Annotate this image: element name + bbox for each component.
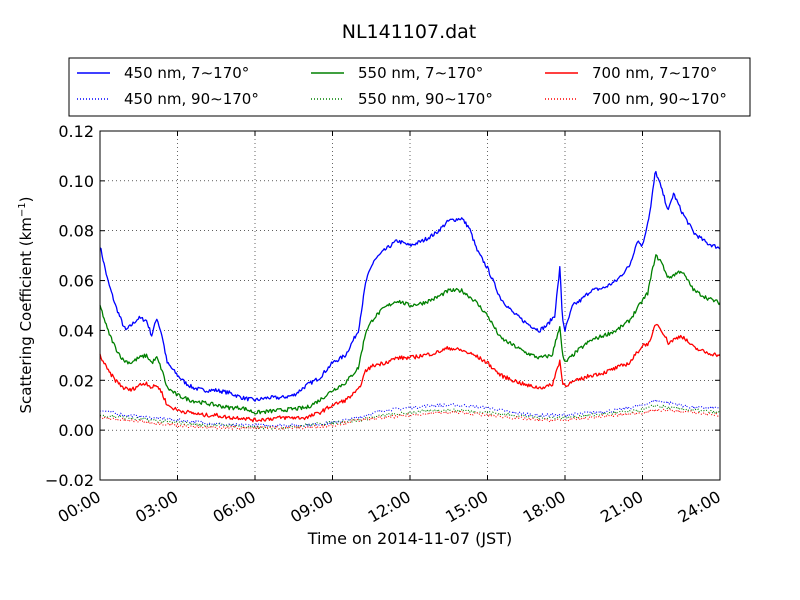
y-tick-label: 0.04	[58, 321, 94, 340]
chart-title: NL141107.dat	[342, 21, 477, 43]
x-axis-label: Time on 2014-11-07 (JST)	[307, 529, 512, 548]
legend-label-5: 700 nm, 90∼170°	[592, 90, 727, 108]
legend-label-1: 450 nm, 90∼170°	[124, 90, 259, 108]
y-axis-label-main: Scattering Coefficient (km	[17, 217, 35, 413]
y-tick-label: 0.02	[58, 371, 94, 390]
series-line-3: 550 nm, 90∼170°	[99, 404, 721, 430]
y-axis-label-close: )	[17, 196, 35, 202]
legend-label-2: 550 nm, 7∼170°	[358, 64, 483, 82]
legend-label-0: 450 nm, 7∼170°	[124, 64, 249, 82]
y-tick-labels: −0.02 0.00 0.02 0.04 0.06 0.08 0.10 0.12	[45, 122, 94, 490]
y-tick-label: 0.10	[58, 172, 94, 191]
legend: 450 nm, 7∼170° 450 nm, 90∼170° 550 nm, 7∼1…	[68, 57, 751, 117]
y-tick-label: −0.02	[45, 471, 94, 490]
legend-box	[68, 57, 751, 117]
y-axis-label: Scattering Coefficient (km−1)	[17, 196, 35, 413]
series-line-0: 450 nm, 7∼170°	[99, 170, 721, 402]
axis-ticks	[99, 130, 721, 481]
y-tick-label: 0.12	[58, 122, 94, 141]
series-line-4: 700 nm, 7∼170°	[99, 323, 721, 423]
legend-entries: 450 nm, 7∼170° 450 nm, 90∼170° 550 nm, 7∼1…	[77, 64, 727, 108]
legend-label-3: 550 nm, 90∼170°	[358, 90, 493, 108]
series-lines: 450 nm, 7∼170°450 nm, 90∼170°550 nm, 7∼1…	[99, 170, 721, 430]
legend-label-4: 700 nm, 7∼170°	[592, 64, 717, 82]
y-tick-label: 0.00	[58, 421, 94, 440]
series-line-2: 550 nm, 7∼170°	[99, 254, 721, 415]
y-axis-label-exponent: −1	[17, 202, 28, 217]
y-tick-label: 0.06	[58, 272, 94, 291]
y-tick-label: 0.08	[58, 222, 94, 241]
